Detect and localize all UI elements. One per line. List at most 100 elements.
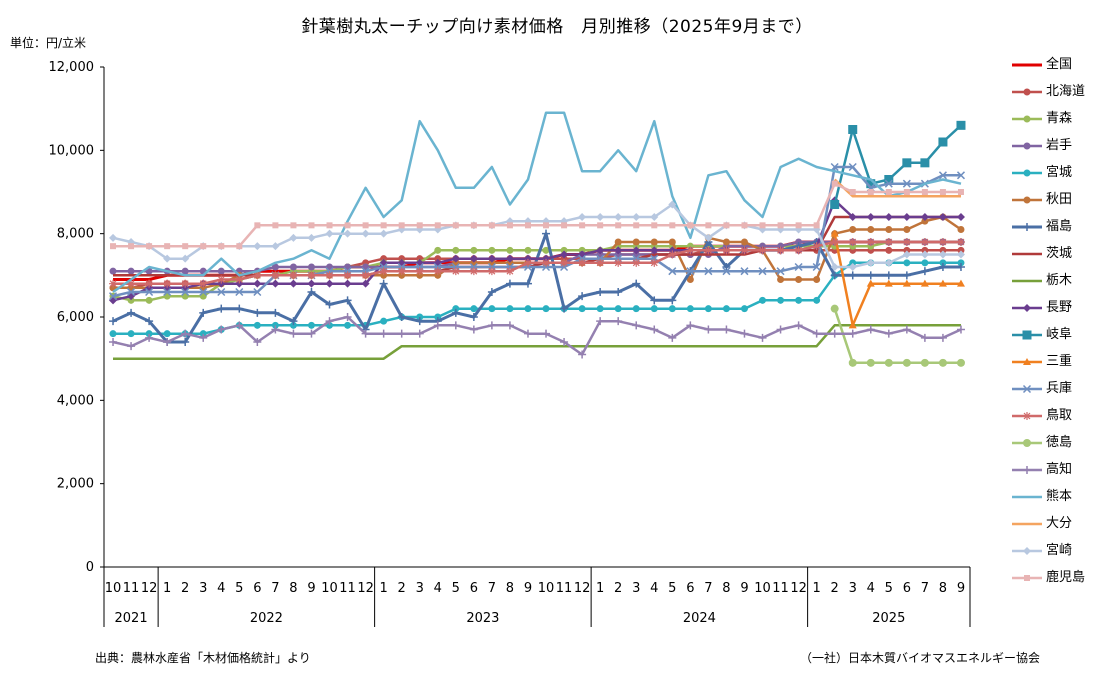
data-point [722,267,731,276]
data-point [146,243,153,250]
data-point [957,259,965,267]
data-point [938,238,947,246]
data-point [506,246,514,254]
data-point [956,213,965,221]
data-point [956,325,965,334]
data-point [740,305,748,313]
publisher-note: （一社）日本木質バイオマスエネルギー協会 [800,651,1041,665]
data-point [469,325,478,334]
data-point [849,259,857,267]
data-point [795,238,803,246]
data-point [1023,412,1031,420]
data-point [542,305,550,313]
data-point [523,258,532,267]
x-month-label: 7 [488,581,496,596]
legend-label: 岩手 [1046,138,1073,153]
x-month-label: 5 [885,581,893,596]
data-point [361,271,370,280]
legend-label: 長野 [1046,300,1073,315]
data-point [722,305,730,313]
data-point [848,125,858,134]
series-14 [109,238,965,288]
data-point [289,263,297,271]
data-point [795,222,802,229]
data-point [181,254,190,263]
data-point [903,226,911,233]
series-layer [108,111,966,367]
data-point [884,279,893,287]
series-15 [830,304,965,367]
legend-swatch [1012,575,1042,581]
data-point [632,238,640,246]
data-point [488,222,495,229]
data-point [812,262,821,272]
legend-swatch [1012,522,1042,526]
series-line [113,324,961,360]
legend-label: 宮城 [1046,165,1073,180]
legend-label: 宮崎 [1046,543,1073,558]
data-point [127,287,136,297]
data-point [325,271,334,280]
data-point [290,222,297,229]
data-point [145,330,153,338]
data-point [597,222,604,229]
data-point [884,358,893,367]
x-month-label: 1 [596,581,604,596]
legend-label: 栃木 [1046,273,1073,288]
data-point [325,300,334,309]
series-line [833,178,961,198]
data-point [885,226,893,233]
data-point [487,254,496,263]
data-point [813,222,820,229]
data-point [163,330,171,338]
data-point [866,258,875,267]
data-point [181,329,190,338]
data-point [218,243,225,250]
data-point [848,263,857,271]
legend-label: 鹿児島 [1046,570,1086,585]
data-point [740,329,749,338]
legend-item: 鹿児島 [1012,569,1112,596]
data-point [866,358,875,367]
series-16 [109,313,965,359]
x-month-label: 6 [686,581,694,596]
data-point [848,358,857,367]
data-point [956,238,965,246]
data-point [866,271,875,280]
legend-item: 高知 [1012,461,1112,488]
data-point [902,179,911,188]
data-point [289,271,298,280]
data-point [128,243,135,250]
legend-item: 徳島 [1012,434,1112,461]
legend-swatch [1012,358,1042,365]
legend-swatch [1012,412,1042,420]
series-line [112,111,962,294]
data-point [487,267,496,276]
data-point [1023,115,1031,123]
series-line [112,165,961,298]
legend-item: 茨城 [1012,245,1112,272]
data-point [632,246,641,255]
data-point [938,213,947,221]
data-point [253,308,262,317]
data-point [235,321,244,330]
data-point [307,288,316,296]
data-point [938,279,947,287]
data-point [866,238,875,246]
data-point [1024,575,1030,581]
data-point [181,267,189,275]
data-point [777,296,785,304]
data-point [235,287,244,297]
data-point [596,288,605,296]
data-point [379,229,388,238]
legend-label: 青森 [1046,111,1073,126]
legend-swatch [1012,223,1042,231]
data-point [866,213,875,221]
legend-label: 茨城 [1046,246,1073,261]
data-point [848,321,857,329]
x-month-label: 7 [271,581,279,596]
data-point [217,267,225,275]
data-point [272,222,279,229]
data-point [938,333,947,342]
data-point [722,238,730,246]
